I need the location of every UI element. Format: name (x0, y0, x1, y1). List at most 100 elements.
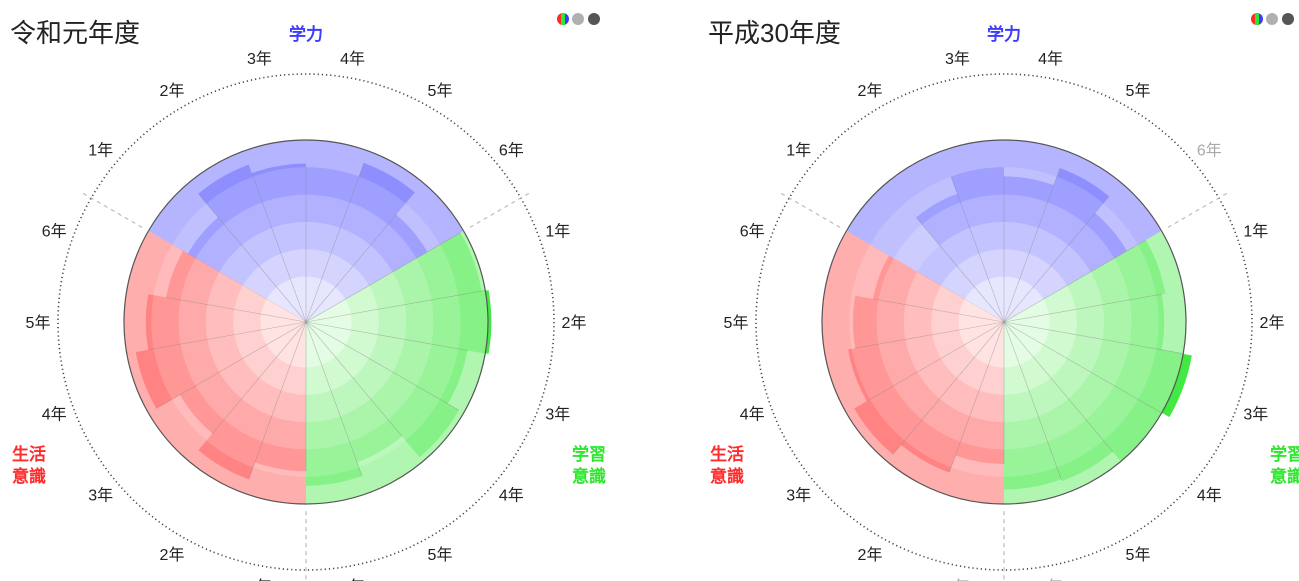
bar-shortfall (887, 444, 950, 494)
radial-grid (892, 321, 1005, 455)
tick-label: 1年 (88, 142, 113, 160)
radial-grid (305, 321, 403, 437)
tick-label: 2年 (1260, 314, 1285, 332)
tick-label: 4年 (740, 406, 765, 424)
category-label: 学力 (987, 24, 1021, 44)
reference-ring (1003, 230, 1187, 505)
radial-grid (198, 193, 307, 323)
tick-label: 2年 (160, 82, 185, 100)
sector-divider (80, 191, 143, 228)
legend-dot-green (1255, 13, 1259, 25)
tick-label: 3年 (945, 50, 970, 68)
radial-grid (950, 176, 1005, 323)
bar-shortfall (1060, 150, 1121, 197)
tick-label: 6年 (1038, 578, 1063, 581)
reference-ring (845, 139, 1163, 232)
reference-ring (305, 230, 489, 505)
bar-shortfall (363, 150, 423, 193)
chart-title: 令和元年度 (10, 18, 140, 48)
tick-label: 3年 (1243, 406, 1268, 424)
tick-label: 2年 (858, 82, 883, 100)
legend-dot-dark[interactable] (1282, 13, 1294, 25)
radial-grid (1003, 321, 1184, 354)
tick-label: 6年 (740, 222, 765, 240)
bar-shortfall (846, 408, 893, 462)
tick-label: 6年 (340, 578, 365, 581)
radial-grid (1003, 239, 1147, 323)
tick-label: 1年 (1243, 222, 1268, 240)
outer-ring (57, 73, 555, 571)
radial-grid (148, 321, 307, 351)
radial-grid (166, 297, 307, 323)
sector-band (958, 299, 1004, 368)
tick-label: 2年 (858, 546, 883, 564)
bar-shortfall (1061, 451, 1121, 494)
chart-panel-heisei: 平成30年度1年2年3年4年5年6年学力1年2年3年4年5年6年学習意識1年2年… (708, 13, 1299, 581)
radial-grid (156, 321, 307, 409)
sector-band (260, 299, 306, 368)
legend-dot-dark[interactable] (588, 13, 600, 25)
sector-divider (778, 191, 841, 228)
tick-label: 5年 (1126, 82, 1151, 100)
tick-label: 6年 (42, 222, 67, 240)
radial-grid (1003, 321, 1062, 480)
category-label: 学力 (289, 24, 323, 44)
bar-shortfall (419, 410, 464, 462)
bar-shortfall (126, 352, 157, 413)
tick-label: 5年 (26, 314, 51, 332)
bar-shortfall (1095, 182, 1162, 252)
bar-shortfall (824, 231, 889, 299)
legend-dot-green (561, 13, 565, 25)
category-label: 学習意識 (1270, 444, 1299, 486)
tick-label: 5年 (428, 82, 453, 100)
tick-label: 2年 (562, 314, 587, 332)
bar-shortfall (887, 150, 958, 218)
radial-grid (305, 321, 460, 411)
bar-shortfall (243, 140, 306, 174)
chart-panel-reiwa: 令和元年度1年2年3年4年5年6年学力1年2年3年4年5年6年学習意識1年2年3… (10, 13, 606, 581)
legend-dot-gray[interactable] (1266, 13, 1278, 25)
sector-band (1004, 299, 1050, 368)
bar-shortfall (396, 182, 464, 252)
bar-shortfall (824, 349, 867, 413)
sector-divider (469, 191, 532, 228)
chart-title: 平成30年度 (708, 18, 841, 48)
tick-label: 3年 (247, 50, 272, 68)
tick-label: 4年 (340, 50, 365, 68)
bar-shortfall (1161, 290, 1186, 354)
bar-shortfall (148, 394, 213, 462)
legend-color-toggle[interactable] (1251, 13, 1263, 25)
bar-shortfall (189, 450, 249, 494)
bar-shortfall (1145, 231, 1184, 294)
radial-grid (1003, 321, 1114, 452)
bar-shortfall (123, 290, 149, 354)
radial-grid (866, 321, 1005, 402)
category-label: 生活意識 (710, 444, 744, 486)
tick-label: 1年 (545, 222, 570, 240)
bar-shortfall (447, 350, 486, 413)
bars (123, 139, 492, 505)
category-label: 学習意識 (572, 444, 606, 486)
category-label: 生活意識 (12, 444, 46, 486)
tick-label: 4年 (499, 486, 524, 504)
bar-shortfall (126, 231, 184, 298)
bars (821, 139, 1193, 505)
legend-color-toggle[interactable] (557, 13, 569, 25)
bar-shortfall (243, 462, 306, 504)
reference-ring (123, 230, 307, 505)
tick-label: 3年 (786, 486, 811, 504)
bar-shortfall (189, 150, 249, 194)
tick-label: 6年 (1197, 142, 1222, 160)
radial-grid (873, 298, 1005, 323)
tick-label: 4年 (1038, 50, 1063, 68)
radial-grid (916, 217, 1005, 323)
tick-label: 5年 (428, 546, 453, 564)
legend-dot-gray[interactable] (572, 13, 584, 25)
bar-shortfall (148, 182, 219, 254)
bar-shortfall (460, 231, 486, 292)
radial-grid (305, 290, 486, 323)
radial-grid (212, 321, 307, 434)
bar-shortfall (941, 455, 1004, 504)
radial-grid (1003, 213, 1096, 323)
